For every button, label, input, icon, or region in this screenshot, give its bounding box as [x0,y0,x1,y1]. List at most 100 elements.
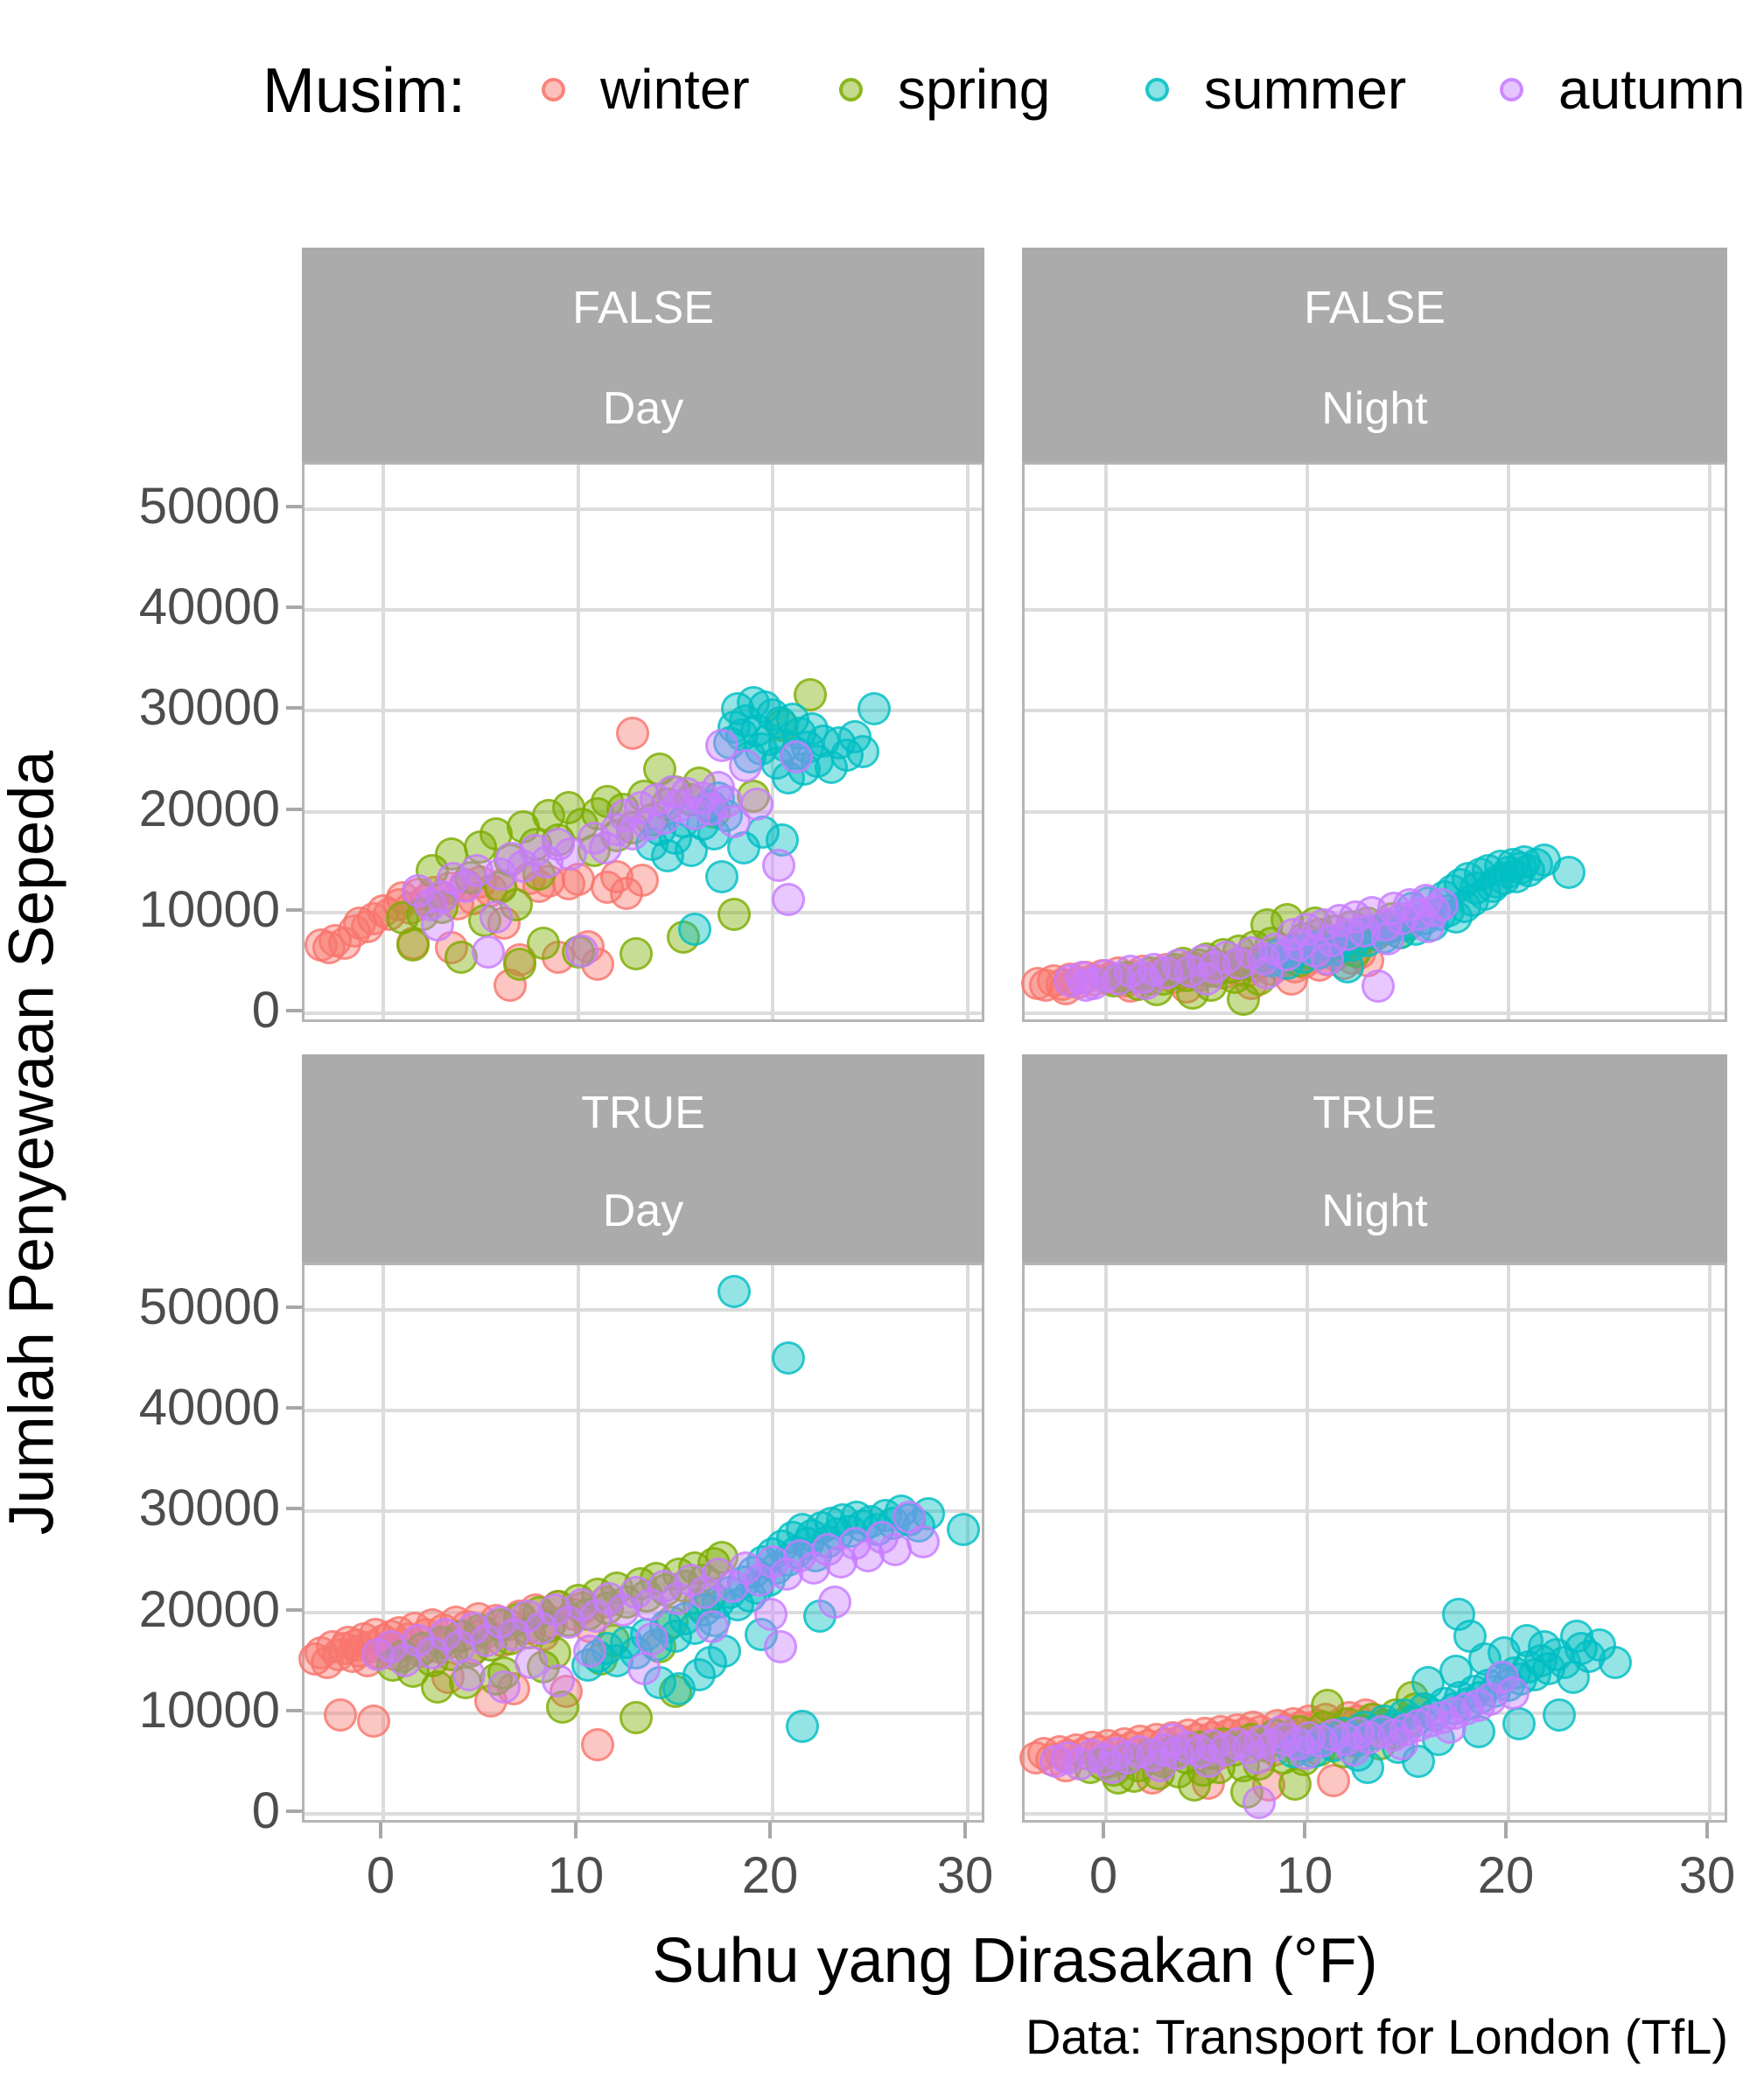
x-gridline [576,465,580,1019]
data-point-autumn [906,1525,940,1558]
x-gridline [382,1265,386,1820]
data-point-spring [793,677,827,711]
facet-panel-true-night [1018,1263,1727,1823]
y-tick-mark [286,1608,302,1612]
legend-key-circle-icon [839,77,863,102]
data-point-autumn [487,1670,522,1704]
data-point-winter [357,1704,390,1739]
y-axis-title: Jumlah Penyewaan Sepeda [0,750,66,1535]
data-point-autumn [452,1658,486,1692]
y-tick-label: 10000 [138,881,280,938]
data-point-summer [717,1275,751,1308]
y-gridline [1025,507,1725,511]
x-gridline [1104,1265,1109,1820]
y-tick-label: 10000 [138,1682,280,1739]
x-tick-mark [1303,1823,1306,1838]
data-point-winter [1317,1764,1350,1798]
y-tick-mark [286,1507,302,1510]
legend-key-circle-icon [542,77,565,102]
data-point-autumn [1495,1676,1530,1710]
y-gridline [1025,1509,1725,1514]
y-tick-mark [286,1009,302,1012]
x-gridline [1507,465,1510,1019]
x-tick-label: 10 [547,1847,605,1904]
data-point-summer [1441,1598,1475,1631]
y-axis-title-wrap: Jumlah Penyewaan Sepeda [0,462,66,1823]
data-point-summer [707,1634,741,1668]
x-gridline [1306,1265,1310,1820]
x-tick-label: 30 [936,1847,994,1904]
data-point-autumn [764,1629,798,1663]
data-point-summer [845,734,879,768]
x-gridline [1104,465,1109,1019]
y-tick-label: 0 [251,1782,280,1839]
x-axis-title: Suhu yang Dirasakan (°F) [652,1926,1378,1996]
y-tick-label: 20000 [138,780,280,837]
y-tick-mark [286,1810,302,1813]
data-point-summer [1542,1698,1576,1732]
data-point-summer [1502,1706,1536,1740]
x-tick-mark [379,1823,382,1838]
y-tick-mark [286,808,302,811]
y-gridline [1025,1409,1725,1413]
y-tick-label: 40000 [138,578,280,635]
data-point-spring [620,937,654,971]
y-tick-mark [286,1406,302,1410]
y-tick-mark [286,606,302,609]
x-tick-mark [1705,1823,1709,1838]
x-tick-label: 0 [366,1847,396,1904]
data-point-spring [545,1690,579,1725]
y-gridline [304,507,982,511]
y-tick-label: 50000 [138,1278,280,1335]
data-point-autumn [542,1664,576,1698]
data-point-summer [1552,855,1586,889]
y-tick-label: 30000 [138,679,280,736]
legend-item-summer: summer [1145,54,1406,124]
facet-strip-col-label: Day [602,383,684,434]
data-point-summer [785,1710,819,1743]
y-tick-mark [286,1306,302,1309]
data-point-spring [526,926,560,960]
x-tick-mark [574,1823,578,1838]
y-tick-label: 20000 [138,1581,280,1638]
facet-strip-col-label: Night [1321,1186,1428,1236]
data-point-autumn [635,1621,669,1656]
x-tick-mark [1102,1823,1105,1838]
y-gridline [1025,809,1725,814]
y-tick-label: 50000 [138,478,280,535]
data-point-autumn [772,883,805,916]
y-gridline [304,1509,982,1514]
x-gridline [1507,1265,1510,1820]
y-gridline [304,1307,982,1312]
y-gridline [1025,1812,1725,1816]
y-tick-mark [286,505,302,508]
x-tick-mark [768,1823,772,1838]
facet-panel-true-day [298,1263,984,1823]
x-gridline [1306,465,1310,1019]
legend-key-circle-icon [1500,77,1523,102]
data-point-winter [580,1727,614,1761]
legend-item-label: winter [600,58,750,121]
y-gridline [1025,1610,1725,1614]
y-gridline [304,1409,982,1413]
facet-panel-false-night [1020,462,1727,1022]
y-tick-mark [286,706,302,710]
x-tick-mark [963,1823,967,1838]
data-point-summer [772,1341,805,1376]
caption: Data: Transport for London (TfL) [1025,2009,1728,2064]
data-point-summer [947,1513,981,1547]
x-tick-label: 20 [741,1847,799,1904]
facet-strip-true-day: TRUE Day [302,1054,984,1263]
y-gridline [1025,1307,1725,1312]
data-point-autumn [761,848,795,882]
y-tick-label: 0 [251,982,280,1039]
facet-strip-row-label: TRUE [581,1088,705,1138]
legend-item-winter: winter [542,54,750,124]
y-gridline [1025,709,1725,713]
y-gridline [304,608,982,612]
data-point-autumn [1425,887,1460,921]
x-tick-label: 30 [1678,1847,1736,1904]
data-point-summer [705,859,739,893]
facet-strip-row-label: TRUE [1312,1088,1437,1138]
